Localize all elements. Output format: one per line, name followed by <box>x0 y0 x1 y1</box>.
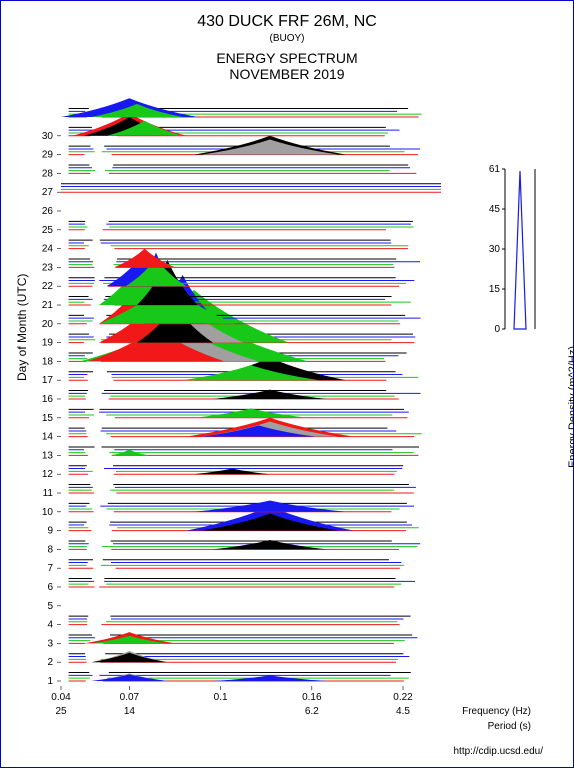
svg-text:61: 61 <box>489 164 501 175</box>
svg-text:22: 22 <box>42 281 54 292</box>
svg-text:10: 10 <box>42 507 54 518</box>
svg-text:9: 9 <box>47 526 53 537</box>
legend: 015304561 <box>495 169 555 339</box>
svg-text:4.5: 4.5 <box>396 706 410 717</box>
svg-text:0.04: 0.04 <box>51 692 71 703</box>
svg-text:45: 45 <box>489 204 501 215</box>
svg-text:0.16: 0.16 <box>302 692 322 703</box>
svg-text:15: 15 <box>42 413 54 424</box>
svg-text:1: 1 <box>47 676 53 687</box>
svg-text:12: 12 <box>42 469 54 480</box>
title-date: NOVEMBER 2019 <box>1 66 573 82</box>
x-axis-period-label: Period (s) <box>488 721 531 732</box>
svg-text:29: 29 <box>42 150 54 161</box>
svg-text:7: 7 <box>47 563 53 574</box>
x-axis-freq-label: Frequency (Hz) <box>462 706 531 717</box>
svg-text:5: 5 <box>47 601 53 612</box>
svg-text:24: 24 <box>42 244 54 255</box>
svg-text:13: 13 <box>42 450 54 461</box>
figure-container: 430 DUCK FRF 26M, NC (BUOY) ENERGY SPECT… <box>0 0 574 768</box>
svg-text:0: 0 <box>494 324 500 335</box>
svg-text:3: 3 <box>47 638 53 649</box>
titles: 430 DUCK FRF 26M, NC (BUOY) ENERGY SPECT… <box>1 1 573 82</box>
svg-text:28: 28 <box>42 168 54 179</box>
svg-text:25: 25 <box>55 706 67 717</box>
svg-text:6: 6 <box>47 582 53 593</box>
plot-svg: 1234567891011121314151617181920212223242… <box>61 121 441 686</box>
svg-text:19: 19 <box>42 338 54 349</box>
svg-text:6.2: 6.2 <box>305 706 319 717</box>
svg-text:25: 25 <box>42 225 54 236</box>
title-spec: ENERGY SPECTRUM <box>1 50 573 66</box>
svg-text:23: 23 <box>42 262 54 273</box>
svg-text:16: 16 <box>42 394 54 405</box>
svg-text:0.22: 0.22 <box>393 692 413 703</box>
svg-text:27: 27 <box>42 187 54 198</box>
svg-text:0.07: 0.07 <box>120 692 140 703</box>
svg-text:0.1: 0.1 <box>214 692 228 703</box>
svg-text:11: 11 <box>43 488 54 499</box>
svg-text:30: 30 <box>42 131 54 142</box>
title-station: 430 DUCK FRF 26M, NC <box>1 13 573 31</box>
svg-text:14: 14 <box>124 706 136 717</box>
plot-area: 1234567891011121314151617181920212223242… <box>61 121 441 686</box>
svg-text:21: 21 <box>42 300 54 311</box>
svg-text:15: 15 <box>489 284 501 295</box>
legend-svg: 015304561 <box>495 169 555 339</box>
svg-text:20: 20 <box>42 319 54 330</box>
svg-text:26: 26 <box>42 206 54 217</box>
svg-text:18: 18 <box>42 356 54 367</box>
svg-text:2: 2 <box>47 657 53 668</box>
svg-text:4: 4 <box>47 620 53 631</box>
svg-text:17: 17 <box>42 375 54 386</box>
title-sub: (BUOY) <box>1 33 573 44</box>
y-axis-label: Day of Month (UTC) <box>15 274 29 381</box>
footer-link: http://cdip.ucsd.edu/ <box>453 746 543 757</box>
svg-text:14: 14 <box>42 432 54 443</box>
svg-text:30: 30 <box>489 244 501 255</box>
svg-text:8: 8 <box>47 544 53 555</box>
legend-label: Energy Density (m^2/Hz) <box>567 346 574 468</box>
